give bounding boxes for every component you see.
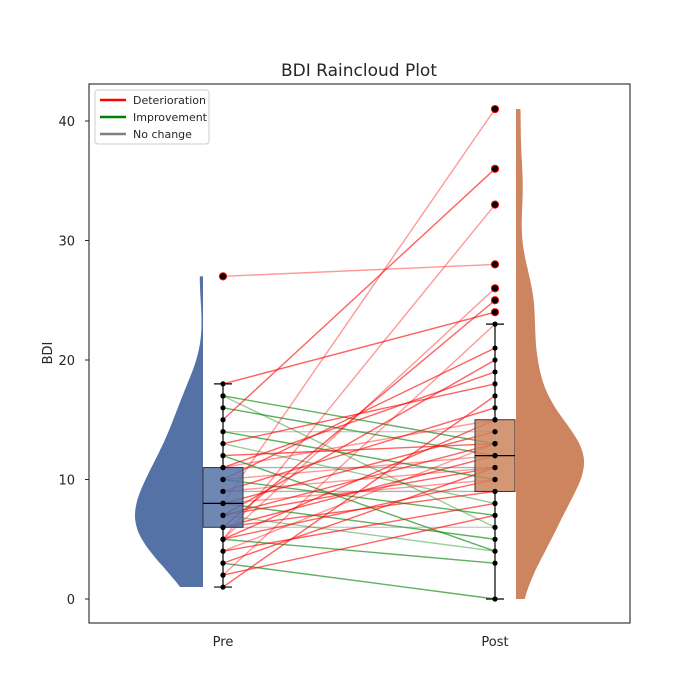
pair-line [222, 395, 496, 528]
point-pre [220, 536, 226, 542]
outlier-post [490, 284, 500, 293]
point-post [492, 321, 498, 327]
point-post [492, 357, 498, 363]
outlier-post [490, 260, 500, 269]
pair-line [222, 168, 496, 421]
point-pre [220, 405, 226, 411]
box-post [474, 323, 516, 600]
pair-line [222, 442, 496, 552]
point-post [492, 417, 498, 423]
pair-line [222, 502, 496, 540]
point-pre [220, 417, 226, 423]
point-pre [220, 381, 226, 387]
point-post [492, 500, 498, 506]
pair-line [222, 323, 496, 576]
pair-line [222, 311, 496, 385]
point-pre [220, 548, 226, 554]
pair-line [222, 538, 496, 564]
point-pre [220, 488, 226, 495]
point-post [492, 512, 498, 518]
y-tick-label: 40 [58, 115, 75, 130]
legend-label: Improvement [133, 111, 208, 124]
pair-line [222, 562, 496, 600]
outlier-post [490, 308, 500, 317]
pair-line [222, 407, 496, 493]
pair-line [222, 466, 496, 564]
violin-post [516, 109, 584, 600]
point-post [492, 381, 498, 387]
point-post [492, 345, 498, 351]
outlier-post [490, 296, 500, 305]
point-pre [220, 476, 226, 483]
point-pre [220, 429, 226, 435]
point-post [492, 369, 498, 375]
y-tick-label: 20 [58, 354, 75, 369]
point-post [492, 560, 498, 566]
point-post [492, 405, 498, 411]
pair-line [222, 108, 496, 504]
point-pre [220, 464, 226, 471]
pair-line [222, 263, 496, 278]
point-post [492, 536, 498, 542]
x-tick-label: Post [481, 635, 508, 650]
point-pre [220, 584, 226, 590]
y-axis-label: BDI [41, 342, 56, 365]
point-post [492, 476, 498, 483]
point-pre [220, 572, 226, 578]
box-iqr [202, 467, 244, 528]
pair-line [222, 502, 496, 552]
pair-line [222, 454, 496, 552]
point-pre [220, 441, 226, 447]
outlier-post [490, 200, 500, 209]
y-tick-label: 0 [67, 593, 75, 608]
box-pre [202, 383, 244, 588]
y-tick-label: 10 [58, 474, 75, 489]
x-tick-label: Pre [213, 635, 234, 650]
pair-line [222, 299, 496, 528]
pair-line [222, 407, 496, 457]
plot-frame [88, 83, 631, 624]
point-pre [220, 453, 226, 459]
pair-line [222, 431, 496, 505]
violin-pre [135, 276, 203, 588]
point-pre [220, 524, 226, 530]
pair-line [222, 431, 496, 481]
legend: Deterioration Improvement No change [94, 89, 210, 145]
point-post [492, 596, 498, 602]
pair-line [222, 204, 496, 540]
point-post [492, 453, 498, 459]
point-post [492, 441, 498, 447]
pair-line [222, 395, 496, 588]
pair-line [222, 478, 496, 517]
pair-line [222, 287, 496, 540]
pair-line [222, 514, 496, 576]
y-tick-label: 30 [58, 235, 75, 250]
pair-line [222, 371, 496, 469]
legend-label: Deterioration [133, 94, 206, 107]
outlier-post [490, 104, 500, 114]
point-post [492, 393, 498, 399]
legend-label: No change [133, 128, 192, 141]
plot-area [135, 104, 584, 602]
pair-line [222, 478, 496, 540]
outlier-pre [218, 272, 228, 281]
point-post [492, 524, 498, 530]
point-post [492, 429, 498, 435]
point-post [492, 548, 498, 554]
point-pre [220, 500, 226, 506]
outlier-post [490, 164, 500, 173]
chart-title: BDI Raincloud Plot [281, 61, 437, 81]
point-post [492, 464, 498, 471]
point-pre [220, 512, 226, 518]
legend-box [94, 89, 210, 145]
point-pre [220, 393, 226, 399]
point-post [492, 488, 498, 495]
pair-line [222, 419, 496, 540]
point-pre [220, 560, 226, 566]
